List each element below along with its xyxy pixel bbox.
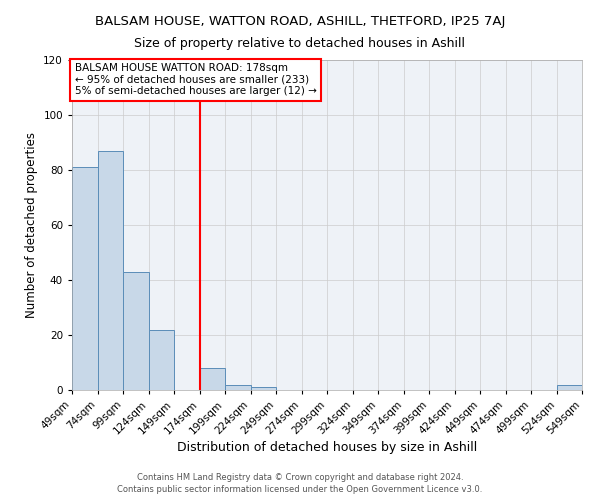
Bar — [199, 368, 225, 390]
Text: Size of property relative to detached houses in Ashill: Size of property relative to detached ho… — [134, 38, 466, 51]
Y-axis label: Number of detached properties: Number of detached properties — [25, 132, 38, 318]
Text: BALSAM HOUSE, WATTON ROAD, ASHILL, THETFORD, IP25 7AJ: BALSAM HOUSE, WATTON ROAD, ASHILL, THETF… — [95, 15, 505, 28]
X-axis label: Distribution of detached houses by size in Ashill: Distribution of detached houses by size … — [177, 442, 477, 454]
Bar — [557, 384, 582, 390]
Bar — [251, 387, 276, 390]
Bar — [97, 151, 123, 390]
Bar — [72, 167, 97, 390]
Text: BALSAM HOUSE WATTON ROAD: 178sqm
← 95% of detached houses are smaller (233)
5% o: BALSAM HOUSE WATTON ROAD: 178sqm ← 95% o… — [74, 64, 316, 96]
Bar — [149, 330, 174, 390]
Text: Contains HM Land Registry data © Crown copyright and database right 2024.
Contai: Contains HM Land Registry data © Crown c… — [118, 473, 482, 494]
Bar — [123, 272, 149, 390]
Bar — [225, 384, 251, 390]
